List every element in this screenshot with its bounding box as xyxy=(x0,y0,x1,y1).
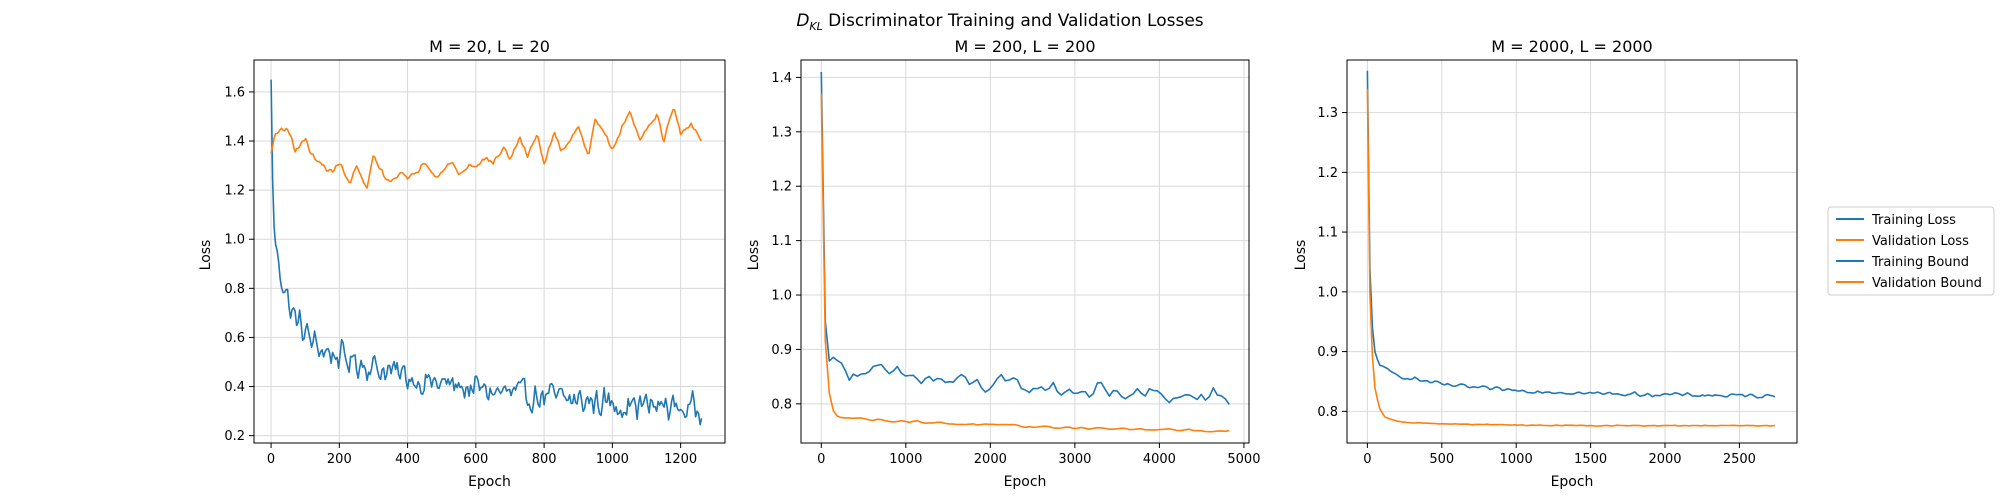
x-tick-label: 1000 xyxy=(1500,452,1533,467)
panel-3-plot-area: 0 500 1000 1500 2000 2500 0.8 0.9 1.0 1.1 1.2 1.3 xyxy=(1317,59,1798,467)
x-tick-label: 2500 xyxy=(1723,452,1756,467)
panel-3: M = 2000, L = 2000 Epoch Loss 0 500 1000 15… xyxy=(1293,37,1798,490)
y-tick-label: 1.1 xyxy=(1317,226,1338,241)
y-tick-label: 1.4 xyxy=(224,135,245,150)
x-tick-label: 3000 xyxy=(1058,452,1091,467)
y-tick-label: 1.6 xyxy=(224,85,245,100)
figure-suptitle: DKL Discriminator Training and Validatio… xyxy=(796,11,1203,33)
x-tick-label: 600 xyxy=(463,452,488,467)
legend-label-validation-bound: Validation Bound xyxy=(1872,276,1982,291)
x-tick-label: 1000 xyxy=(596,452,629,467)
y-tick-label: 0.8 xyxy=(1317,405,1338,420)
x-tick-label: 2000 xyxy=(974,452,1007,467)
y-tick-label: 1.2 xyxy=(771,180,792,195)
panel-2: M = 200, L = 200 Epoch Loss 0 1000 2000 300… xyxy=(746,37,1260,490)
legend-label-training-bound: Training Bound xyxy=(1871,255,1969,270)
panel-2-ylabel: Loss xyxy=(746,240,762,271)
panel-1-xlabel: Epoch xyxy=(468,474,511,490)
panel-2-title: M = 200, L = 200 xyxy=(954,37,1095,56)
x-tick-label: 1500 xyxy=(1574,452,1607,467)
series-line-validation-loss xyxy=(270,108,703,189)
y-tick-label: 1.1 xyxy=(771,234,792,249)
y-tick-label: 0.6 xyxy=(224,331,245,346)
y-tick-label: 0.8 xyxy=(771,397,792,412)
y-tick-label: 1.2 xyxy=(1317,166,1338,181)
y-tick-label: 0.4 xyxy=(224,380,245,395)
series-line-training-loss xyxy=(1366,70,1776,399)
x-tick-label: 4000 xyxy=(1143,452,1176,467)
y-tick-label: 1.4 xyxy=(771,71,792,86)
x-tick-label: 1200 xyxy=(664,452,697,467)
y-tick-label: 0.9 xyxy=(1317,345,1338,360)
suptitle-subscript: KL xyxy=(809,20,822,33)
x-tick-label: 200 xyxy=(327,452,352,467)
panel-1-title: M = 20, L = 20 xyxy=(429,37,550,56)
y-tick-label: 0.2 xyxy=(224,429,245,444)
y-tick-label: 1.3 xyxy=(1317,106,1338,121)
series-line-training-loss xyxy=(820,71,1230,405)
panel-2-xlabel: Epoch xyxy=(1004,474,1047,490)
x-tick-label: 500 xyxy=(1429,452,1454,467)
axes-frame xyxy=(253,59,726,444)
series-line-training-loss xyxy=(270,79,703,426)
x-tick-label: 0 xyxy=(817,452,825,467)
y-tick-label: 0.9 xyxy=(771,343,792,358)
series-line-validation-loss xyxy=(820,93,1230,433)
y-tick-label: 0.8 xyxy=(224,282,245,297)
legend-label-validation-loss: Validation Loss xyxy=(1872,234,1969,249)
y-tick-label: 1.3 xyxy=(771,125,792,140)
x-tick-label: 5000 xyxy=(1227,452,1260,467)
y-tick-label: 1.0 xyxy=(224,233,245,248)
y-tick-label: 1.0 xyxy=(1317,285,1338,300)
legend-label-training-loss: Training Loss xyxy=(1871,213,1956,228)
axes-frame xyxy=(800,59,1250,444)
panel-1-plot-area: 0 200 400 600 800 1000 1200 0.2 0.4 0.6 0.8 1.0 1.2 1… xyxy=(224,59,726,467)
x-tick-label: 800 xyxy=(532,452,557,467)
panel-1: M = 20, L = 20 Epoch Loss 0 200 400 600 800 1… xyxy=(198,37,726,490)
series-line-validation-loss xyxy=(1366,88,1775,427)
y-tick-label: 1.2 xyxy=(224,184,245,199)
suptitle-rest: Discriminator Training and Validation Lo… xyxy=(823,11,1204,31)
suptitle-main: D xyxy=(796,11,809,31)
x-tick-label: 0 xyxy=(1363,452,1371,467)
legend: Training Loss Validation Loss Training B… xyxy=(1827,206,1995,296)
x-tick-label: 400 xyxy=(395,452,420,467)
x-tick-label: 0 xyxy=(267,452,275,467)
axes-frame xyxy=(1346,59,1798,444)
panel-3-xlabel: Epoch xyxy=(1551,474,1594,490)
panel-1-ylabel: Loss xyxy=(198,240,214,271)
panel-3-title: M = 2000, L = 2000 xyxy=(1491,37,1652,56)
legend-frame xyxy=(1827,206,1995,296)
y-tick-label: 1.0 xyxy=(771,289,792,304)
x-tick-label: 1000 xyxy=(889,452,922,467)
panel-2-plot-area: 0 1000 2000 3000 4000 5000 0.8 0.9 1.0 1.1 1.2 1.3 1… xyxy=(771,59,1260,467)
panel-3-ylabel: Loss xyxy=(1293,240,1309,271)
x-tick-label: 2000 xyxy=(1648,452,1681,467)
